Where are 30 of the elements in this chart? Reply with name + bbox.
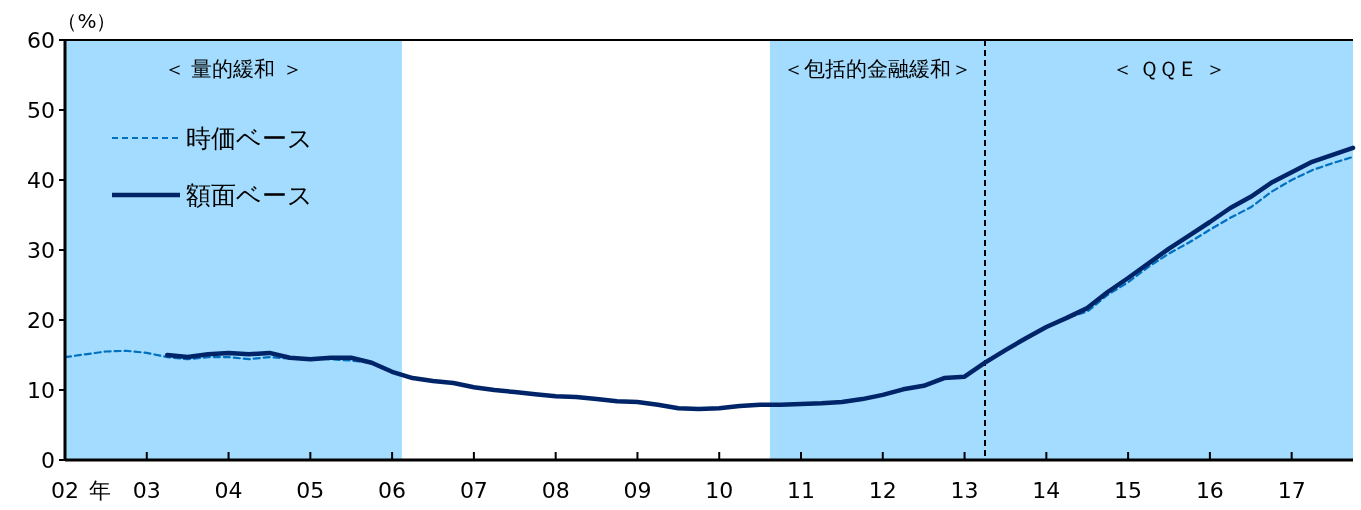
text: 年 <box>89 478 111 503</box>
y-tick-label: 0 <box>41 448 55 473</box>
x-tick-label: 08 <box>541 478 570 503</box>
legend-label: 時価ベース <box>186 124 313 153</box>
x-tick-label: 07 <box>459 478 488 503</box>
y-axis-title: （%） <box>57 9 117 33</box>
x-tick-label: 11 <box>787 478 815 503</box>
x-tick-label: 02 <box>51 478 79 503</box>
x-tick-label: 17 <box>1277 478 1306 503</box>
x-tick-label: 05 <box>296 478 325 503</box>
x-tick-label: 16 <box>1195 478 1224 503</box>
y-tick-label: 60 <box>27 28 55 53</box>
x-tick-label: 15 <box>1114 478 1143 503</box>
x-tick-label: 14 <box>1032 478 1061 503</box>
y-tick-label: 10 <box>27 378 55 403</box>
x-tick-label: 10 <box>705 478 734 503</box>
x-tick-label: 13 <box>950 478 979 503</box>
x-tick-label: 12 <box>868 478 897 503</box>
y-tick-label: 30 <box>27 238 55 263</box>
x-tick-label: 03 <box>132 478 161 503</box>
legend-label: 額面ベース <box>186 181 313 210</box>
y-tick-label: 20 <box>27 308 55 333</box>
y-tick-label: 50 <box>27 98 55 123</box>
band-label: ＜包括的金融緩和＞ <box>782 57 972 81</box>
x-tick-label: 06 <box>378 478 407 503</box>
band-label: ＜ 量的緩和 ＞ <box>163 57 304 81</box>
x-tick-label: 09 <box>623 478 652 503</box>
y-tick-label: 40 <box>27 168 55 193</box>
x-tick-label: 04 <box>214 478 243 503</box>
band-label: ＜ ＱＱＥ ＞ <box>1111 57 1227 81</box>
